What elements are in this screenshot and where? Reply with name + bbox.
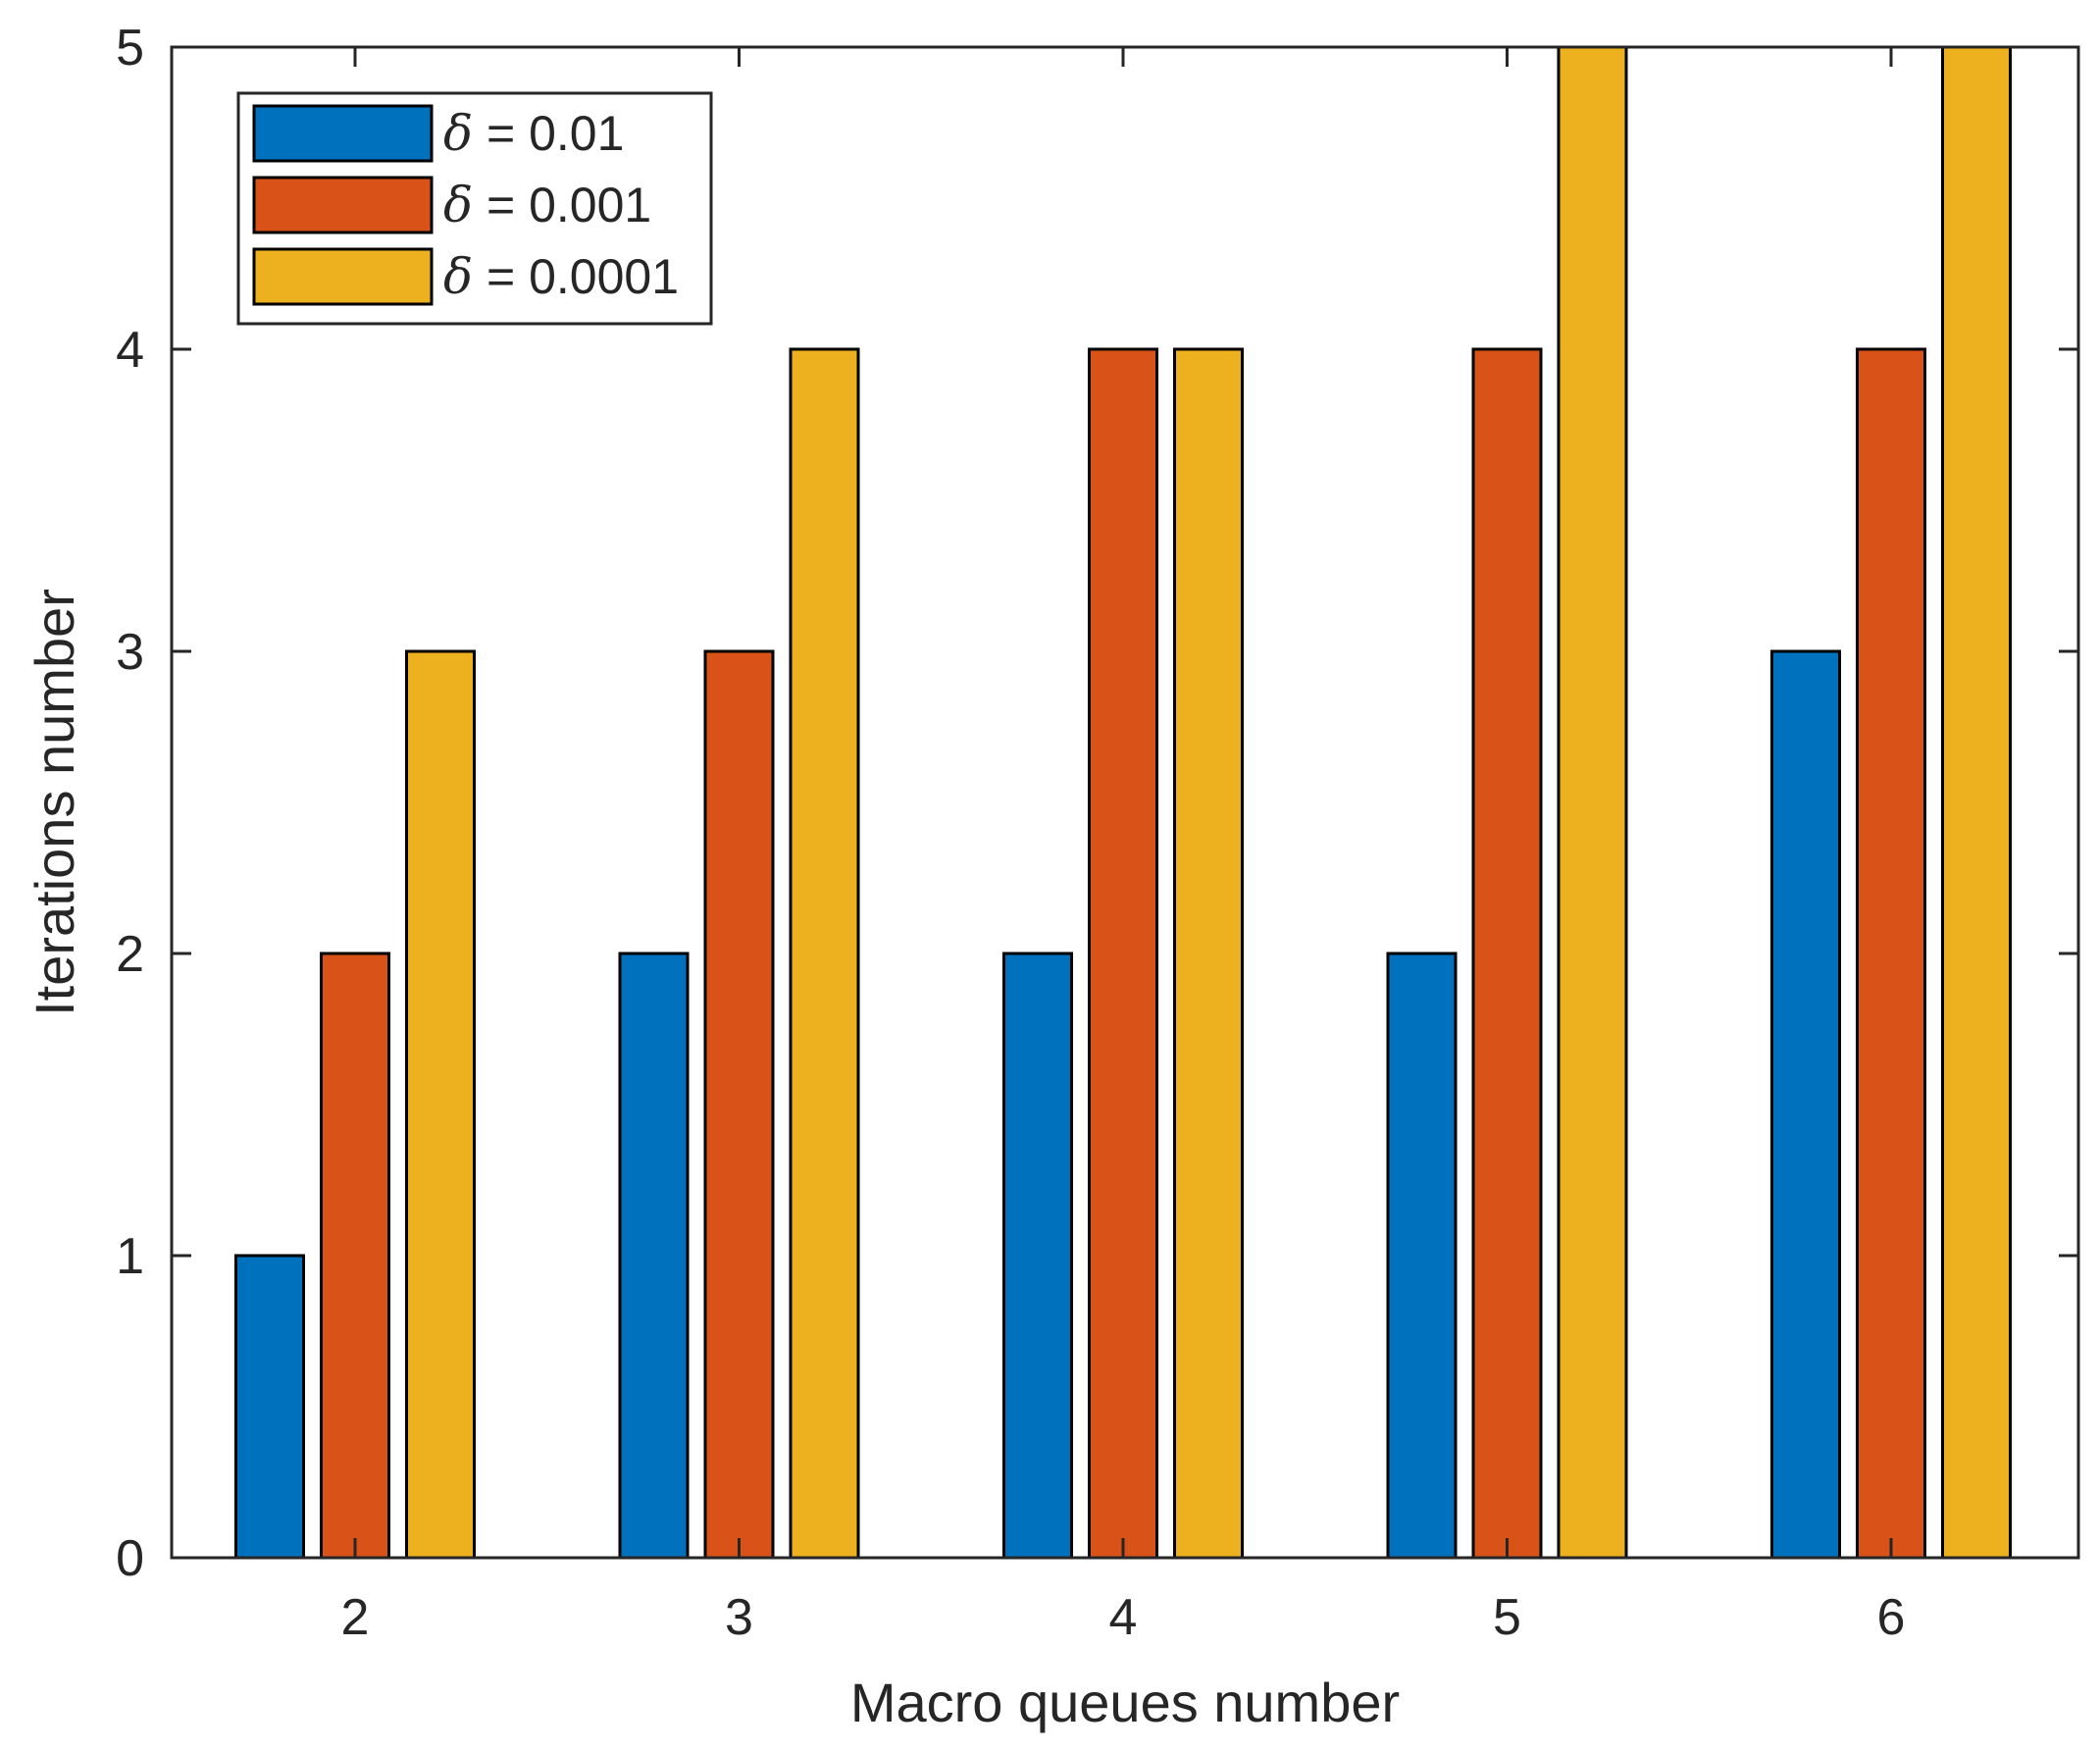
y-tick-label-0: 0 <box>116 1530 144 1587</box>
legend-swatch-3 <box>252 247 434 306</box>
y-tick-label-2: 2 <box>116 926 144 983</box>
plot-frame <box>170 45 2080 1560</box>
x-tick-label-3: 3 <box>725 1589 753 1646</box>
bar-4-series-3 <box>1173 347 1244 1560</box>
y-tick-label-4: 4 <box>116 322 144 379</box>
x-tick-label-6: 6 <box>1877 1589 1906 1646</box>
bar-6-series-3 <box>1941 45 2012 1560</box>
y-tick-label-5: 5 <box>116 20 144 77</box>
bar-3-series-1 <box>618 952 690 1560</box>
bar-5-series-2 <box>1471 347 1543 1560</box>
legend-swatch-2 <box>252 176 434 234</box>
x-axis-label: Macro queues number <box>850 1672 1400 1733</box>
bar-5-series-3 <box>1557 45 1628 1560</box>
bar-4-series-1 <box>1002 952 1073 1560</box>
bar-3-series-2 <box>703 649 775 1560</box>
tick-labels-group: 2 3 4 5 6 0 1 2 3 4 5 <box>116 20 1905 1646</box>
x-tick-label-4: 4 <box>1109 1589 1138 1646</box>
y-axis-label: Iterations number <box>24 589 85 1016</box>
bar-5-series-1 <box>1386 952 1458 1560</box>
bar-6-series-1 <box>1770 649 1841 1560</box>
legend-swatch-1 <box>252 104 434 163</box>
y-tick-label-1: 1 <box>116 1228 144 1285</box>
x-tick-label-2: 2 <box>341 1589 370 1646</box>
legend-label-2: δ = 0.001 <box>443 177 651 233</box>
bar-2-series-1 <box>234 1254 305 1560</box>
y-tick-label-3: 3 <box>116 624 144 681</box>
bar-3-series-3 <box>789 347 860 1560</box>
bars-group <box>234 45 2012 1560</box>
legend-label-1: δ = 0.01 <box>443 105 624 162</box>
x-tick-label-5: 5 <box>1493 1589 1521 1646</box>
bar-6-series-2 <box>1856 347 1926 1560</box>
legend: δ = 0.01 δ = 0.001 δ = 0.0001 <box>236 91 713 326</box>
bar-2-series-3 <box>405 649 476 1560</box>
legend-label-3: δ = 0.0001 <box>443 248 679 305</box>
bar-4-series-2 <box>1088 347 1158 1560</box>
bar-2-series-2 <box>320 952 390 1560</box>
